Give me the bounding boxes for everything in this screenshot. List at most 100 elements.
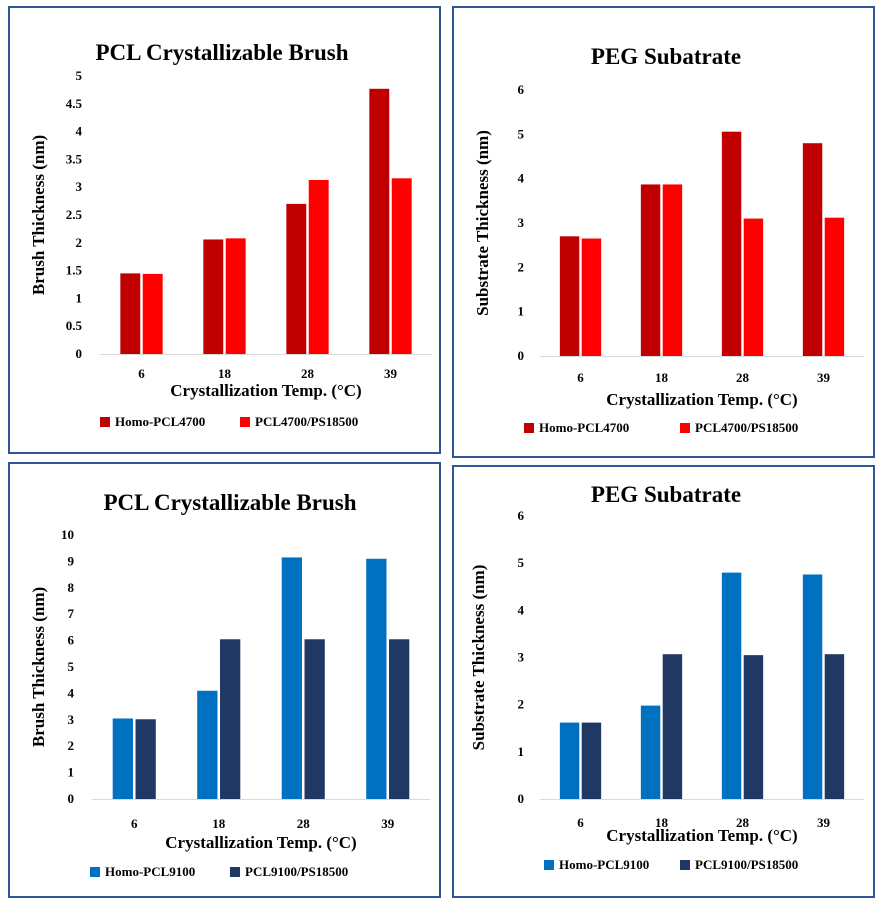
x-tick-label: 39 <box>381 816 395 831</box>
x-tick-label: 39 <box>817 815 831 830</box>
y-tick-label: 7 <box>68 606 75 621</box>
x-axis-label: Crystallization Temp. (°C) <box>170 381 361 400</box>
bar-homo-pcl4700-39 <box>369 88 390 355</box>
x-tick-label: 18 <box>655 815 669 830</box>
x-tick-label: 28 <box>301 366 315 381</box>
x-tick-label: 28 <box>736 370 750 385</box>
y-tick-label: 5 <box>76 68 83 83</box>
bar-homo-pcl9100-39 <box>802 574 823 799</box>
y-tick-label: 2 <box>76 235 83 250</box>
x-axis-label: Crystallization Temp. (°C) <box>606 826 797 845</box>
y-axis-label: Substrate Thickness (nm) <box>469 565 488 751</box>
legend-label: Homo-PCL9100 <box>105 864 195 879</box>
y-tick-label: 2 <box>518 697 525 712</box>
y-tick-label: 1 <box>68 765 75 780</box>
chart-panel-bottom-right: PEG Subatrate 0 1 2 3 4 5 6 6 18 28 39 Crystallizati… <box>452 465 875 898</box>
y-tick-label: 8 <box>68 580 75 595</box>
chart-title: PCL Crystallizable Brush <box>103 490 356 515</box>
legend-label: Homo-PCL4700 <box>115 414 205 429</box>
chart-title: PEG Subatrate <box>591 482 741 507</box>
legend-swatch <box>230 867 240 877</box>
x-tick-label: 39 <box>817 370 831 385</box>
x-tick-label: 6 <box>131 816 138 831</box>
bar-homo-pcl9100-18 <box>197 690 218 799</box>
bar-homo-pcl9100-18 <box>640 705 661 799</box>
bar-homo-pcl9100-28 <box>721 572 742 799</box>
x-tick-label: 18 <box>212 816 226 831</box>
bar-homo-pcl9100-39 <box>366 558 387 799</box>
y-tick-label: 6 <box>68 633 75 648</box>
legend-swatch <box>524 423 534 433</box>
chart-title: PEG Subatrate <box>591 44 741 69</box>
x-tick-label: 39 <box>384 366 398 381</box>
bar-pcl4700-ps18500-28 <box>743 218 764 356</box>
y-axis-label: Brush Thickness (nm) <box>29 587 48 747</box>
y-tick-label: 4 <box>518 171 525 186</box>
y-tick-label: 0 <box>68 791 75 806</box>
bar-pcl9100-ps18500-18 <box>220 639 241 799</box>
chart-svg-top-left: PCL Crystallizable Brush 0 0.5 1 1.5 2 2.5 3 3.5… <box>29 40 432 429</box>
y-tick-label: 2 <box>518 259 525 274</box>
y-tick-label: 3 <box>68 712 75 727</box>
x-axis-label: Crystallization Temp. (°C) <box>165 833 356 852</box>
bar-pcl9100-ps18500-39 <box>824 654 845 799</box>
y-tick-label: 3.5 <box>66 151 83 166</box>
bar-homo-pcl4700-18 <box>203 239 224 354</box>
chart-svg-top-right: PEG Subatrate 0 1 2 3 4 5 6 6 18 28 39 Crystallizati… <box>473 44 864 435</box>
bar-pcl9100-ps18500-6 <box>135 719 156 799</box>
y-tick-label: 4 <box>518 602 525 617</box>
y-tick-label: 1 <box>76 290 83 305</box>
chart-panel-top-left: PCL Crystallizable Brush 0 0.5 1 1.5 2 2.5 3 3.5… <box>8 6 441 454</box>
bar-pcl4700-ps18500-28 <box>308 179 329 354</box>
y-tick-label: 3 <box>518 215 525 230</box>
legend-swatch <box>100 417 110 427</box>
x-tick-label: 6 <box>577 370 584 385</box>
bar-pcl9100-ps18500-6 <box>581 722 602 799</box>
x-tick-label: 6 <box>138 366 145 381</box>
x-tick-label: 18 <box>655 370 669 385</box>
y-tick-label: 2.5 <box>66 207 83 222</box>
legend-swatch <box>240 417 250 427</box>
chart-svg-bottom-left: PCL Crystallizable Brush 0 1 2 3 4 5 6 7 8 9 10 6 18 2… <box>29 490 430 879</box>
legend-label: PCL4700/PS18500 <box>695 420 798 435</box>
legend-swatch <box>680 860 690 870</box>
x-tick-label: 18 <box>218 366 232 381</box>
y-tick-label: 3 <box>518 650 525 665</box>
bar-homo-pcl9100-6 <box>559 722 580 799</box>
x-axis-label: Crystallization Temp. (°C) <box>606 390 797 409</box>
y-tick-label: 0 <box>518 348 525 363</box>
y-tick-label: 4.5 <box>66 96 83 111</box>
y-tick-label: 0 <box>518 791 525 806</box>
bar-pcl9100-ps18500-18 <box>662 654 683 799</box>
bar-pcl4700-ps18500-6 <box>142 273 163 354</box>
bar-pcl4700-ps18500-18 <box>225 238 246 354</box>
legend-swatch <box>544 860 554 870</box>
bar-pcl4700-ps18500-39 <box>391 178 412 354</box>
bar-homo-pcl4700-28 <box>286 203 307 354</box>
y-tick-label: 0 <box>76 346 83 361</box>
legend-label: Homo-PCL9100 <box>559 857 649 872</box>
y-tick-label: 1 <box>518 304 525 319</box>
chart-panel-top-right: PEG Subatrate 0 1 2 3 4 5 6 6 18 28 39 Crystallizati… <box>452 6 875 458</box>
bar-homo-pcl4700-28 <box>721 131 742 356</box>
bar-pcl4700-ps18500-6 <box>581 238 602 356</box>
y-tick-label: 3 <box>76 179 83 194</box>
y-tick-label: 4 <box>68 685 75 700</box>
y-axis-label: Substrate Thickness (nm) <box>473 130 492 316</box>
y-tick-label: 5 <box>518 126 525 141</box>
bar-homo-pcl4700-39 <box>802 143 823 356</box>
y-tick-label: 5 <box>518 555 525 570</box>
legend-label: PCL4700/PS18500 <box>255 414 358 429</box>
bar-pcl4700-ps18500-18 <box>662 184 683 356</box>
bar-pcl4700-ps18500-39 <box>824 217 845 356</box>
bar-homo-pcl4700-18 <box>640 184 661 356</box>
bar-homo-pcl9100-28 <box>281 557 302 799</box>
x-tick-label: 6 <box>577 815 584 830</box>
legend-label: PCL9100/PS18500 <box>695 857 798 872</box>
bar-homo-pcl9100-6 <box>112 718 133 799</box>
legend-swatch <box>680 423 690 433</box>
legend-label: Homo-PCL4700 <box>539 420 629 435</box>
y-tick-label: 10 <box>61 527 74 542</box>
chart-title: PCL Crystallizable Brush <box>95 40 348 65</box>
x-tick-label: 28 <box>736 815 750 830</box>
